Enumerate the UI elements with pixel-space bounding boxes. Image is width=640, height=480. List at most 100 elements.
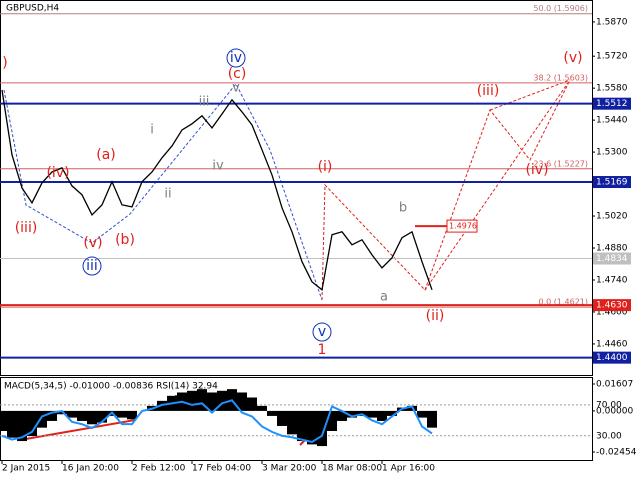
macd-bar: [217, 390, 227, 411]
wave-lines: [3, 79, 571, 301]
y2-tick-label: 30.00: [596, 431, 622, 441]
wave-label: ): [2, 55, 7, 71]
wave-label: v: [232, 81, 240, 96]
price-tag: [593, 97, 631, 110]
wave-label: (c): [228, 66, 247, 82]
macd-bar: [287, 410, 297, 435]
macd-bar: [247, 397, 257, 411]
y-tick-label: 1.5720: [596, 52, 628, 62]
macd-bar: [117, 410, 127, 418]
chart-title: GBPUSD,H4: [6, 4, 59, 14]
macd-bar: [307, 410, 317, 445]
wave-label: iv: [212, 159, 224, 174]
channel-line: [424, 79, 571, 291]
macd-bar: [97, 410, 107, 423]
fib-label: 23.6 (1.5227): [533, 159, 588, 168]
price-tag-label: 1.5512: [596, 99, 628, 109]
wave-label: (ii): [426, 308, 445, 324]
macd-bar: [7, 410, 17, 438]
macd-bar: [17, 410, 27, 442]
macd-bar: [127, 410, 137, 420]
y-tick-label: 1.4600: [596, 307, 628, 317]
wave-circle: [82, 256, 102, 276]
macd-bar: [417, 410, 427, 418]
price-tag: [593, 351, 631, 364]
macd-bar: [197, 389, 207, 411]
macd-bar: [347, 410, 357, 418]
price-tag-label: 1.4976: [449, 222, 477, 231]
x-tick-label: 2 Feb 12:00: [132, 464, 186, 474]
y-tick-label: 1.5020: [596, 212, 628, 222]
wave-label: (b): [115, 232, 135, 248]
macd-bar: [317, 410, 327, 447]
price-tag: [593, 252, 631, 265]
macd-bar: [277, 410, 287, 426]
price-tag-label: 1.4630: [596, 301, 628, 311]
wave-label: 1: [318, 342, 327, 358]
y-tick-label: 1.5580: [596, 84, 628, 94]
price-line: [1, 89, 433, 292]
wave-label: b: [399, 201, 407, 216]
y2-tick-label: 70.00: [596, 400, 622, 410]
wave-label: (iii): [15, 220, 38, 236]
macd-bar: [207, 392, 217, 411]
macd-bar: [377, 410, 387, 421]
macd-bar: [0, 410, 7, 432]
y-tick-label: 0.01607: [596, 379, 633, 389]
wave-label: iv: [230, 50, 242, 66]
x-tick-label: 17 Feb 04:00: [192, 464, 251, 474]
y-tick-label: 0.00000: [596, 406, 633, 416]
wave-label: iii: [86, 258, 98, 274]
macd-bar: [57, 410, 67, 415]
macd-bar: [267, 410, 277, 416]
x-tick-label: 2 Jan 2015: [2, 464, 50, 474]
indicator-title: MACD(5,34,5) -0.01000 -0.00836 RSI(14) 3…: [4, 382, 218, 392]
wave-label: (v): [563, 50, 582, 66]
channel-line: [489, 79, 571, 111]
wave-label: a: [380, 290, 388, 305]
y-tick-label: 1.5440: [596, 116, 628, 126]
macd-bar: [257, 405, 267, 411]
macd-bar: [27, 410, 37, 437]
x-tick-label: 18 Mar 08:00: [322, 464, 382, 474]
wave-label: (a): [96, 147, 116, 163]
y-tick-label: 1.4460: [596, 339, 628, 349]
x-tick-label: 16 Jan 20:00: [62, 464, 119, 474]
fib-label: 38.2 (1.5603): [533, 73, 588, 82]
wave-label: iii: [199, 95, 210, 110]
projection-line: [321, 79, 571, 301]
wave-label: (iii): [477, 83, 500, 99]
macd-bar: [87, 410, 97, 425]
fib-label: 0.0 (1.4621): [539, 298, 589, 307]
price-tag-label: 1.4400: [596, 353, 628, 363]
macd-bar: [237, 392, 247, 411]
y-tick-label: -0.02454: [596, 448, 637, 458]
macd-bar: [67, 410, 77, 418]
macd-bar: [337, 410, 347, 421]
main-frame: [0, 0, 593, 376]
y-tick-label: 1.5300: [596, 148, 628, 158]
macd-bar: [427, 410, 437, 428]
y-tick-label: 1.4740: [596, 275, 628, 285]
wave-label: ii: [164, 187, 171, 202]
price-tag-label: 1.5169: [596, 178, 628, 188]
macd-bar: [327, 410, 337, 432]
wave-label: (v): [83, 235, 102, 251]
macd-bar: [77, 410, 87, 421]
macd-bar: [47, 410, 57, 421]
price-tag: [593, 299, 631, 312]
wave-circle: [226, 48, 246, 68]
wave-circle: [312, 322, 332, 342]
price-tag: [446, 219, 478, 233]
wave-label: v: [318, 324, 326, 340]
wave-label: (iv): [525, 162, 548, 178]
divergence-line: [19, 419, 136, 441]
wave-label: (iv): [46, 165, 69, 181]
x-tick-label: 3 Mar 20:00: [262, 464, 317, 474]
macd-bar: [297, 410, 307, 442]
wave-line: [3, 83, 323, 301]
wave-label: (i): [318, 159, 333, 175]
macd-bar: [367, 410, 377, 418]
